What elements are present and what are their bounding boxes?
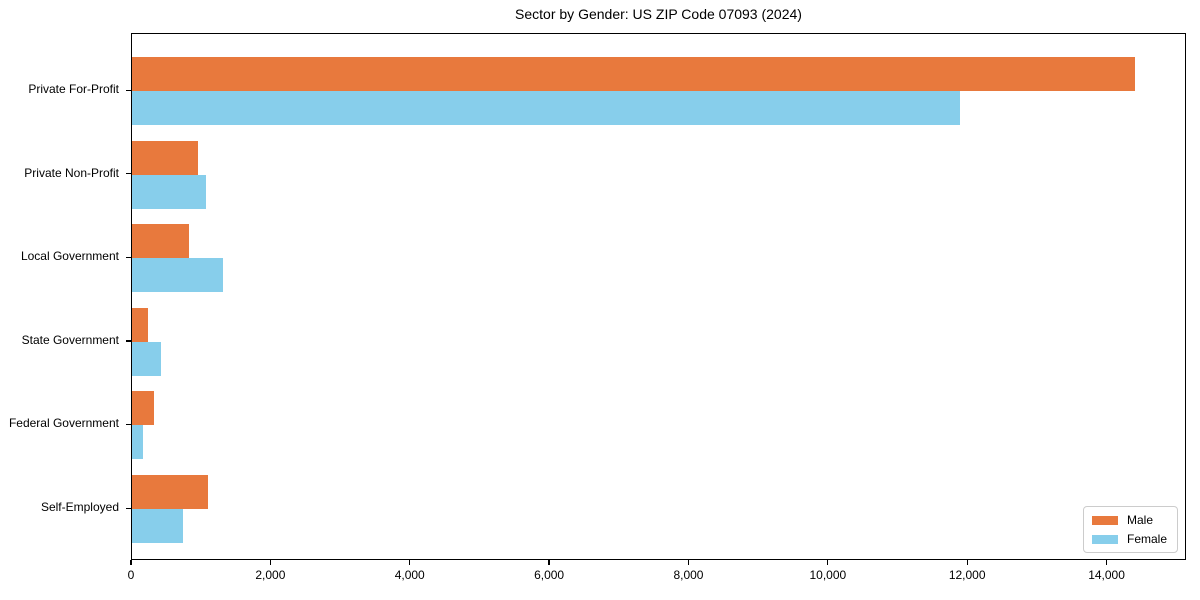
bar-male-state-government (132, 307, 148, 342)
x-axis-tick-label: 0 (127, 568, 135, 582)
bar-male-federal-government (132, 391, 154, 426)
x-axis-tick (966, 560, 968, 565)
bar-female-private-non-profit (132, 174, 206, 209)
x-axis-tick (827, 560, 829, 565)
bar-male-self-employed (132, 475, 208, 509)
y-axis-category-label: Federal Government (8, 416, 119, 431)
legend-entry-female: Female (1091, 532, 1167, 546)
x-axis-tick (130, 560, 132, 565)
bar-female-local-government (132, 258, 224, 293)
x-axis-tick (409, 560, 411, 565)
y-axis-tick (126, 423, 131, 426)
y-axis-tick (126, 340, 131, 342)
y-axis-tick (126, 256, 131, 258)
x-axis-tick-label: 14,000 (1088, 568, 1125, 582)
y-axis-category-label: State Government (21, 332, 119, 347)
y-axis-tick (126, 173, 131, 175)
bar-male-private-for-profit (132, 57, 1135, 91)
legend-swatch-icon (1091, 515, 1118, 525)
plot-area: Male Female (131, 33, 1186, 560)
bar-male-private-non-profit (132, 140, 199, 175)
y-axis-category-label: Private For-Profit (28, 82, 119, 96)
y-axis-category-label: Local Government (20, 249, 119, 264)
legend: Male Female (1082, 506, 1178, 553)
x-axis-tick-label: 6,000 (534, 568, 565, 582)
bar-female-private-for-profit (132, 91, 960, 125)
x-axis-tick (269, 560, 271, 565)
x-axis-tick (687, 560, 690, 565)
bar-female-state-government (132, 341, 162, 376)
chart-title: Sector by Gender: US ZIP Code 07093 (202… (515, 6, 802, 22)
x-axis-tick-label: 4,000 (394, 568, 425, 582)
x-axis-tick-label: 12,000 (948, 568, 986, 582)
legend-label: Male (1126, 513, 1153, 527)
y-axis-category-label: Self-Employed (40, 500, 119, 514)
x-axis-tick (548, 560, 550, 565)
bar-female-federal-government (132, 425, 144, 460)
legend-label: Female (1126, 532, 1167, 546)
y-axis-tick (126, 89, 131, 91)
x-axis-tick-label: 2,000 (255, 568, 286, 582)
legend-swatch-icon (1091, 534, 1118, 544)
x-axis-tick-label: 8,000 (673, 568, 704, 582)
y-axis-category-label: Private Non-Profit (24, 165, 119, 180)
y-axis-tick (126, 507, 131, 509)
legend-entry-male: Male (1091, 513, 1167, 527)
bar-male-local-government (132, 224, 190, 259)
bar-female-self-employed (132, 509, 184, 543)
x-axis-tick-label: 10,000 (809, 568, 847, 582)
x-axis-tick (1105, 560, 1108, 565)
